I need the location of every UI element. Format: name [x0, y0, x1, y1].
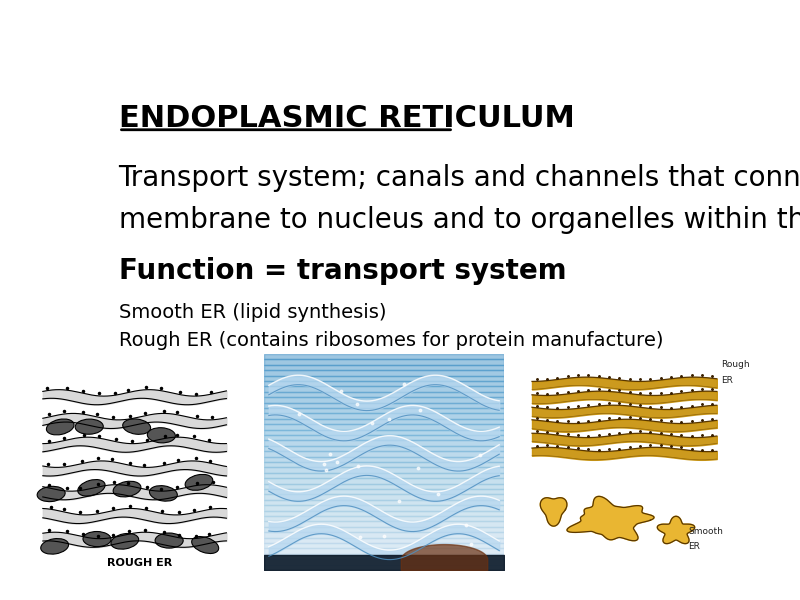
Text: Rough ER (contains ribosomes for protein manufacture): Rough ER (contains ribosomes for protein…	[118, 331, 663, 350]
Ellipse shape	[111, 533, 138, 549]
Text: ROUGH ER: ROUGH ER	[107, 558, 173, 568]
Bar	[264, 565, 504, 570]
Bar	[264, 462, 504, 467]
Polygon shape	[567, 496, 654, 541]
Ellipse shape	[83, 532, 111, 547]
Bar	[264, 532, 504, 538]
Ellipse shape	[155, 533, 183, 548]
Ellipse shape	[37, 487, 65, 502]
Bar	[264, 403, 504, 408]
Bar	[264, 543, 504, 548]
Bar	[264, 489, 504, 494]
Bar	[264, 521, 504, 527]
Text: Smooth ER (lipid synthesis): Smooth ER (lipid synthesis)	[118, 303, 386, 322]
Text: membrane to nucleus and to organelles within the cell: membrane to nucleus and to organelles wi…	[118, 206, 800, 234]
Polygon shape	[540, 498, 567, 526]
Bar	[264, 527, 504, 532]
Text: Rough: Rough	[722, 361, 750, 370]
Ellipse shape	[78, 479, 105, 496]
Ellipse shape	[122, 419, 150, 434]
Ellipse shape	[185, 475, 213, 490]
Text: ER: ER	[688, 542, 700, 551]
Bar	[264, 370, 504, 376]
Bar	[264, 365, 504, 370]
Bar	[264, 430, 504, 435]
Ellipse shape	[147, 428, 175, 443]
Bar	[264, 538, 504, 543]
Bar	[264, 505, 504, 511]
Text: ER: ER	[722, 376, 734, 385]
Text: Function = transport system: Function = transport system	[118, 257, 566, 285]
Bar	[264, 386, 504, 392]
Ellipse shape	[192, 536, 218, 554]
Bar	[264, 392, 504, 397]
Bar	[264, 376, 504, 381]
Bar	[264, 457, 504, 462]
Ellipse shape	[41, 539, 69, 554]
Bar	[264, 467, 504, 473]
Bar	[264, 484, 504, 489]
Bar	[264, 446, 504, 451]
Ellipse shape	[46, 419, 74, 435]
Bar	[264, 511, 504, 516]
Bar	[264, 419, 504, 424]
Bar	[264, 478, 504, 484]
Bar	[264, 424, 504, 430]
Text: Smooth: Smooth	[688, 527, 723, 536]
Bar	[264, 559, 504, 565]
Polygon shape	[658, 516, 694, 544]
Text: Transport system; canals and channels that connect: Transport system; canals and channels th…	[118, 164, 800, 193]
Bar	[264, 435, 504, 440]
Bar	[264, 408, 504, 413]
Bar	[264, 354, 504, 359]
Text: ENDOPLASMIC RETICULUM: ENDOPLASMIC RETICULUM	[118, 104, 574, 133]
Bar	[264, 500, 504, 505]
Bar	[264, 381, 504, 386]
Bar	[264, 516, 504, 521]
Bar	[264, 473, 504, 478]
Bar	[264, 494, 504, 500]
Bar	[264, 397, 504, 403]
Bar	[264, 554, 504, 559]
Bar	[264, 451, 504, 457]
Bar	[264, 413, 504, 419]
Bar	[264, 440, 504, 446]
Ellipse shape	[150, 485, 178, 501]
Ellipse shape	[113, 481, 141, 497]
Bar	[264, 548, 504, 554]
Ellipse shape	[75, 419, 103, 434]
Bar	[264, 359, 504, 365]
